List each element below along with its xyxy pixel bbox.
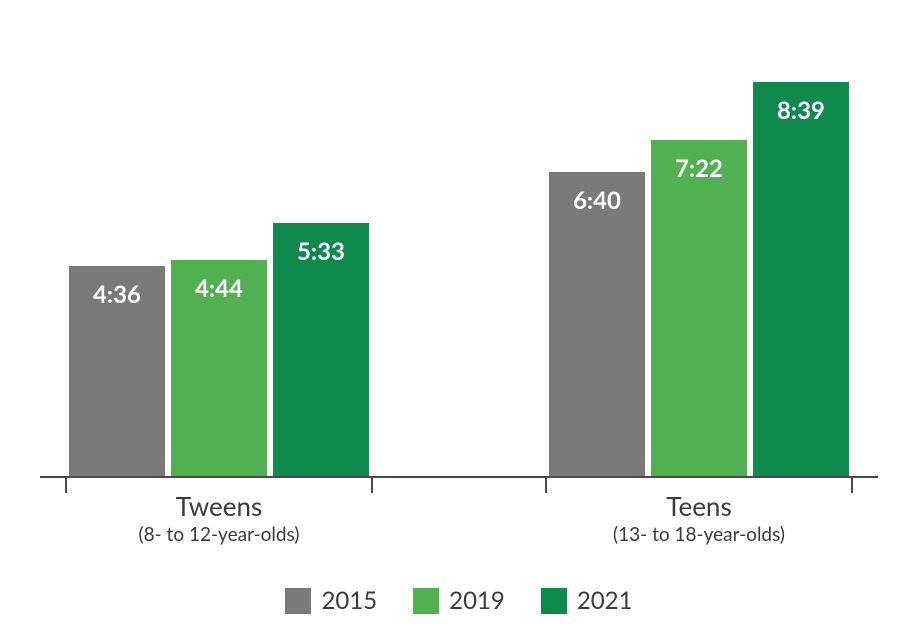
bar: 7:22 — [651, 140, 747, 476]
category-subtitle: (13- to 18-year-olds) — [549, 523, 849, 546]
legend-swatch — [541, 588, 567, 614]
category-labels-container: Tweens(8- to 12-year-olds) Teens(13- to 1… — [40, 492, 878, 572]
legend-item: 2019 — [413, 586, 505, 615]
bar-group: 4:364:445:33 — [69, 223, 369, 476]
legend: 2015 2019 2021 — [0, 586, 918, 615]
category-title: Teens — [549, 492, 849, 521]
legend-label: 2021 — [577, 586, 633, 615]
bar-value-label: 4:36 — [69, 280, 165, 309]
legend-swatch — [285, 588, 311, 614]
bar: 5:33 — [273, 223, 369, 476]
x-axis — [40, 476, 878, 478]
bar: 4:36 — [69, 266, 165, 476]
axis-tick — [545, 477, 547, 493]
media-use-bar-chart: 4:364:445:33 6:407:228:39 Tweens(8- to 12… — [0, 0, 918, 641]
axis-tick — [65, 477, 67, 493]
category-label: Tweens(8- to 12-year-olds) — [69, 492, 369, 546]
bar-value-label: 6:40 — [549, 186, 645, 215]
bar-value-label: 4:44 — [171, 274, 267, 303]
legend-item: 2021 — [541, 586, 633, 615]
bar-value-label: 8:39 — [753, 96, 849, 125]
bar: 6:40 — [549, 172, 645, 476]
category-title: Tweens — [69, 492, 369, 521]
category-subtitle: (8- to 12-year-olds) — [69, 523, 369, 546]
category-label: Teens(13- to 18-year-olds) — [549, 492, 849, 546]
bar: 4:44 — [171, 260, 267, 476]
legend-label: 2019 — [449, 586, 505, 615]
bar: 8:39 — [753, 82, 849, 476]
legend-item: 2015 — [285, 586, 377, 615]
bar-value-label: 7:22 — [651, 154, 747, 183]
axis-tick — [851, 477, 853, 493]
legend-label: 2015 — [321, 586, 377, 615]
axis-tick — [371, 477, 373, 493]
legend-swatch — [413, 588, 439, 614]
bar-group: 6:407:228:39 — [549, 82, 849, 476]
plot-area: 4:364:445:33 6:407:228:39 — [40, 20, 878, 476]
bar-value-label: 5:33 — [273, 237, 369, 266]
